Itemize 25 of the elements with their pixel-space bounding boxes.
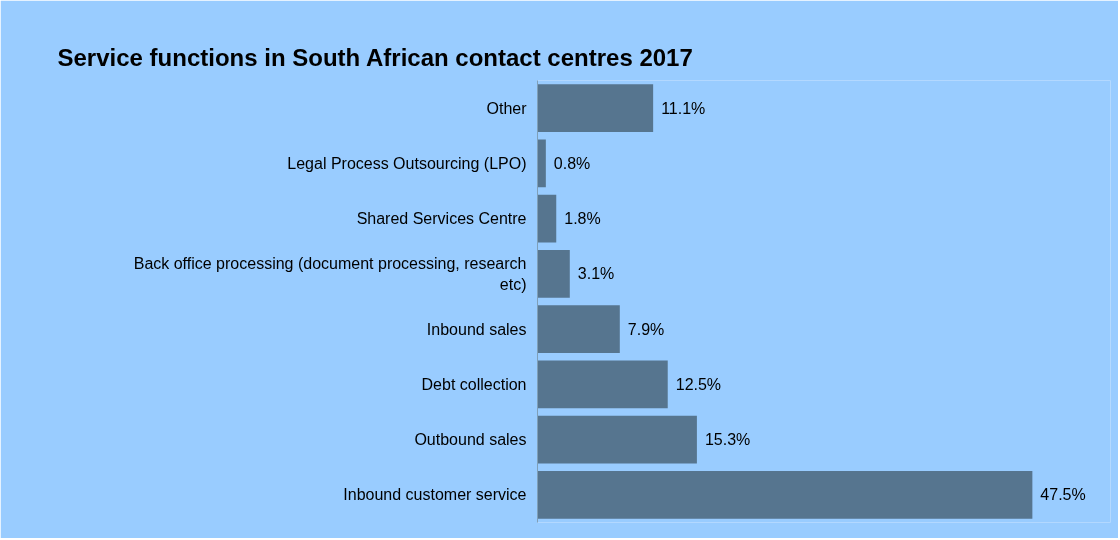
y-tick-label: Other: [486, 99, 528, 117]
data-label: 1.8%: [564, 210, 601, 228]
y-tick-label: Back office processing (document processing, research etc): [133, 255, 527, 293]
bar: [537, 139, 546, 188]
bar: [537, 305, 620, 353]
data-label: 7.9%: [627, 320, 665, 338]
data-label: 47.5%: [1040, 486, 1086, 504]
y-tick-label: Debt collection: [421, 375, 527, 393]
chart-title: Service functions in South African contact centres 2017: [57, 43, 693, 71]
y-tick-label: Legal Process Outsourcing (LPO): [287, 154, 527, 172]
data-label: 3.1%: [577, 265, 615, 283]
data-label: 12.5%: [675, 375, 722, 393]
bar: [537, 84, 654, 132]
bar: [537, 471, 1033, 519]
y-tick-label: Inbound sales: [426, 320, 527, 338]
bar: [537, 360, 668, 409]
data-label: 11.1%: [661, 99, 706, 117]
bar: [537, 415, 697, 464]
data-label: 15.3%: [704, 431, 751, 449]
data-label: 0.8%: [553, 154, 591, 172]
y-tick-label: Shared Services Centre: [356, 210, 527, 228]
bar: [537, 194, 557, 243]
y-tick-label: Inbound customer service: [343, 486, 527, 504]
y-tick-label: Outbound sales: [414, 431, 527, 449]
bar: [537, 250, 570, 298]
